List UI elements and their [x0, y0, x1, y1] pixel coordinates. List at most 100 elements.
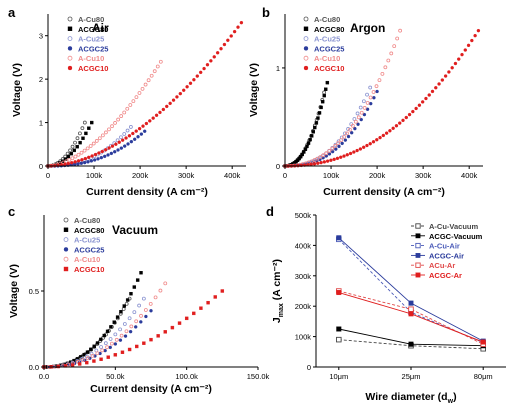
data-point — [401, 118, 405, 123]
x-tick-label: 0 — [46, 171, 50, 180]
data-point — [163, 330, 167, 334]
x-axis-title: Wire diameter (dw) — [365, 391, 456, 405]
y-axis-title-sub: max — [278, 303, 285, 317]
data-point — [158, 59, 163, 64]
data-point — [82, 160, 87, 165]
x-tick-label: 150.0k — [247, 372, 270, 381]
data-point — [206, 300, 210, 305]
data-point — [75, 144, 79, 149]
legend-label: ACu-Ar — [429, 261, 455, 270]
data-point — [89, 347, 93, 352]
y-axis-title-tail: (A cm⁻²) — [271, 259, 283, 303]
data-point — [309, 134, 314, 138]
data-point — [149, 337, 153, 342]
data-point — [408, 306, 414, 312]
data-point — [158, 288, 163, 293]
plot-area — [283, 28, 481, 168]
data-point — [137, 303, 142, 308]
data-point — [171, 98, 176, 102]
legend-marker — [303, 55, 309, 61]
data-point — [122, 132, 127, 136]
data-point — [368, 85, 373, 90]
y-tick-label: 0.0 — [29, 363, 39, 372]
data-point — [100, 348, 105, 353]
data-point — [342, 154, 346, 158]
panel-d: d 10μm 25μm 80μm 0 100k 200k 300k 400k 500k Jmax (… — [266, 204, 506, 405]
data-point — [163, 281, 168, 286]
y-tick-label: 300k — [295, 272, 312, 281]
data-point — [322, 90, 327, 95]
legend-item: ACGC25 — [303, 44, 344, 53]
y-tick-label: 3 — [39, 32, 43, 41]
data-point — [356, 115, 361, 120]
data-point — [365, 143, 369, 148]
data-point — [137, 91, 142, 95]
data-point — [141, 296, 146, 301]
data-point — [122, 304, 126, 308]
data-point — [348, 151, 353, 156]
data-point — [139, 320, 143, 324]
data-point — [97, 136, 102, 141]
data-point — [437, 82, 441, 86]
data-point — [316, 116, 320, 120]
data-point — [122, 110, 127, 115]
data-point — [73, 140, 77, 145]
data-point — [182, 88, 186, 92]
legend-marker — [63, 217, 69, 223]
data-point — [108, 345, 112, 350]
data-point — [123, 334, 128, 338]
data-point — [466, 43, 471, 48]
data-point — [165, 104, 169, 109]
data-point — [113, 332, 118, 337]
series-A-Cu10 — [46, 59, 163, 168]
data-point — [457, 57, 461, 61]
data-point — [371, 140, 376, 144]
data-point — [88, 144, 93, 148]
data-point — [392, 44, 397, 49]
data-point — [82, 148, 87, 153]
data-point — [156, 334, 160, 338]
data-point — [339, 138, 343, 143]
y-tick-label: 200k — [295, 302, 312, 311]
data-point — [336, 235, 342, 241]
data-point — [129, 324, 134, 329]
data-point — [90, 120, 94, 125]
data-point — [128, 103, 133, 107]
data-point — [309, 162, 313, 167]
legend-label: A-Cu25 — [78, 35, 104, 44]
data-point — [83, 156, 88, 161]
data-point — [371, 90, 376, 94]
data-point — [139, 271, 143, 275]
data-point — [122, 322, 127, 326]
x-tick-label: 100.0k — [175, 372, 198, 381]
legend-item: A-Cu25 — [303, 35, 340, 44]
data-point — [149, 73, 154, 78]
data-point — [97, 151, 101, 155]
data-point — [95, 341, 100, 345]
data-point — [369, 101, 373, 106]
x-axis-title: Current density (A cm⁻²) — [86, 186, 208, 198]
data-point — [239, 20, 244, 25]
data-point — [140, 86, 145, 91]
data-point — [384, 131, 389, 135]
data-point — [356, 122, 360, 126]
legend-marker — [67, 16, 73, 22]
legend-marker — [67, 46, 73, 51]
data-point — [430, 89, 435, 94]
data-point — [394, 124, 399, 128]
data-point — [312, 158, 317, 162]
x-tick-label: 200k — [369, 171, 386, 180]
series-line — [338, 292, 484, 343]
y-tick-label: 0.5 — [29, 287, 39, 296]
data-point — [352, 150, 356, 154]
legend-label: A-Cu10 — [78, 54, 104, 63]
data-point — [141, 124, 145, 128]
data-point — [75, 136, 80, 141]
data-point — [129, 291, 133, 296]
data-point — [112, 320, 116, 324]
x-tick-label: 10μm — [329, 372, 348, 381]
legend-item: A-Cu-Air — [411, 242, 460, 251]
data-point — [321, 153, 326, 158]
